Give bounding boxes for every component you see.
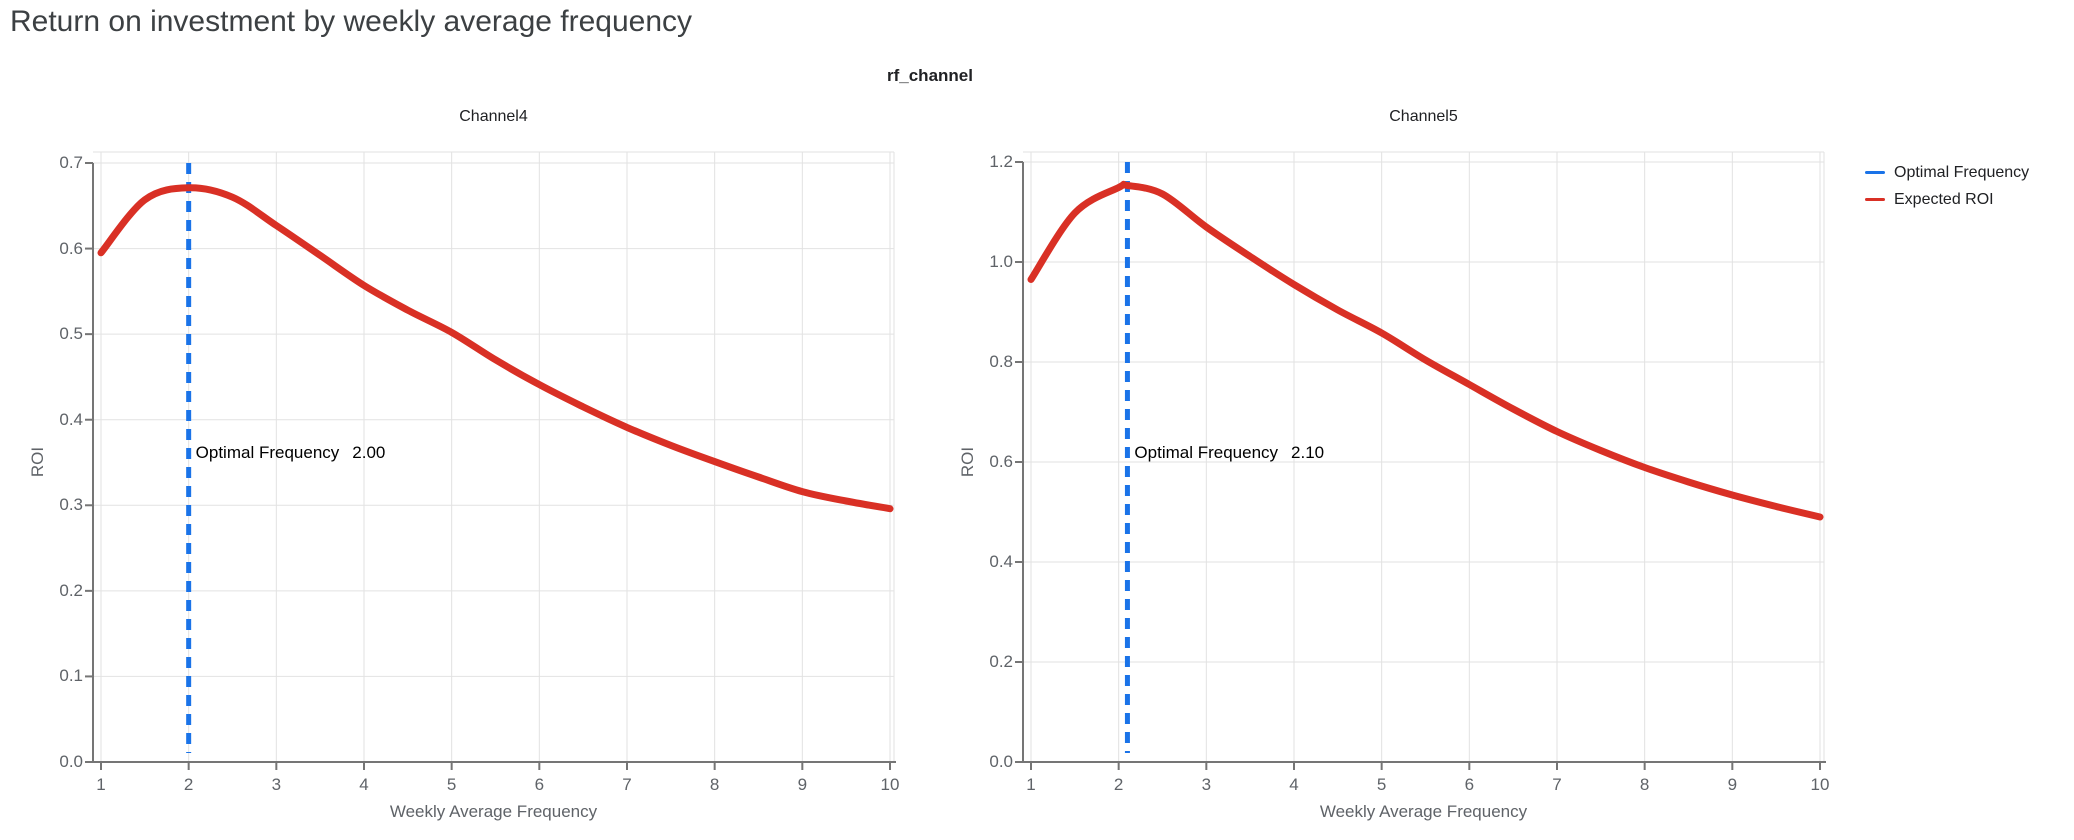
legend-item-expected-roi[interactable]: Expected ROI <box>1865 186 2029 213</box>
x-tick-label: 8 <box>709 775 720 794</box>
y-tick-label: 0.6 <box>59 238 83 258</box>
annotation-label: Optimal Frequency <box>1134 443 1279 462</box>
x-tick-label: 7 <box>1552 775 1562 794</box>
x-tick-label: 3 <box>1201 775 1212 794</box>
legend-item-label: Optimal Frequency <box>1894 163 2030 181</box>
legend: Optimal Frequency Expected ROI <box>1865 159 2029 213</box>
x-tick-label: 7 <box>622 775 632 794</box>
x-axis-title: Weekly Average Frequency <box>389 802 598 821</box>
x-tick-label: 10 <box>880 775 900 794</box>
optimal-frequency-annotation: Optimal Frequency 2.10 <box>1134 443 1324 462</box>
x-tick-label: 5 <box>446 775 457 794</box>
annotation-value: 2.10 <box>1291 443 1325 462</box>
x-tick-label: 1 <box>96 775 106 794</box>
y-axis-title: ROI <box>958 446 977 478</box>
x-tick-label: 9 <box>797 775 808 794</box>
annotation-label: Optimal Frequency <box>195 443 340 462</box>
x-tick-label: 6 <box>534 775 545 794</box>
legend-item-label: Expected ROI <box>1894 190 1994 208</box>
expected-roi-curve <box>1027 180 1824 521</box>
y-tick-label: 0.1 <box>59 666 83 686</box>
x-tick-label: 1 <box>1026 775 1036 794</box>
facet-title: rf_channel <box>887 66 973 85</box>
x-tick-label: 4 <box>1289 775 1299 794</box>
x-tick-label: 5 <box>1376 775 1387 794</box>
x-tick-label: 2 <box>183 775 194 794</box>
y-tick-label: 0.0 <box>59 752 83 771</box>
y-tick-label: 0.3 <box>59 495 83 515</box>
y-tick-label: 0.6 <box>989 452 1013 471</box>
expected-roi-curve <box>97 184 894 513</box>
y-axis-title: ROI <box>28 446 47 478</box>
y-tick-label: 0.5 <box>59 324 83 344</box>
x-axis-title: Weekly Average Frequency <box>1319 802 1528 821</box>
y-tick-label: 0.4 <box>989 552 1013 571</box>
y-tick-label: 0.2 <box>989 652 1013 671</box>
legend-item-optimal-frequency[interactable]: Optimal Frequency <box>1865 159 2029 186</box>
optimal-frequency-line-swatch <box>1865 171 1885 174</box>
x-tick-label: 6 <box>1464 775 1475 794</box>
x-tick-label: 4 <box>359 775 369 794</box>
x-tick-label: 2 <box>1113 775 1124 794</box>
y-tick-label: 0.7 <box>59 153 83 172</box>
y-tick-label: 0.2 <box>59 580 83 600</box>
y-tick-label: 0.4 <box>59 409 83 429</box>
y-tick-label: 0.0 <box>989 752 1013 771</box>
y-tick-label: 0.8 <box>989 352 1013 371</box>
annotation-value: 2.00 <box>352 443 386 462</box>
page-title: Return on investment by weekly average f… <box>10 5 693 38</box>
y-tick-label: 1.0 <box>989 252 1013 271</box>
x-tick-label: 8 <box>1639 775 1650 794</box>
expected-roi-line-swatch <box>1865 198 1885 201</box>
subplot-title: Channel4 <box>459 108 528 125</box>
x-tick-label: 3 <box>271 775 282 794</box>
optimal-frequency-annotation: Optimal Frequency 2.00 <box>196 443 386 462</box>
x-tick-label: 10 <box>1810 775 1830 794</box>
subplot-title: Channel5 <box>1389 108 1458 125</box>
y-tick-label: 1.2 <box>989 152 1013 171</box>
x-tick-label: 9 <box>1727 775 1738 794</box>
